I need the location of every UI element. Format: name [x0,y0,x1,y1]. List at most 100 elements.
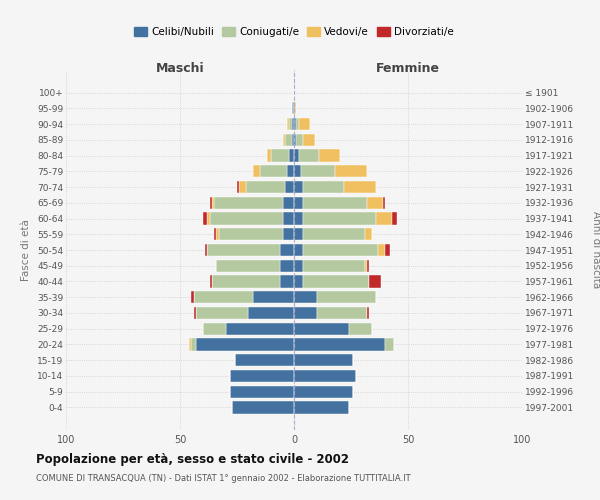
Bar [205,244,208,256]
Bar [232,402,294,413]
Text: COMUNE DI TRANSACQUA (TN) - Dati ISTAT 1° gennaio 2002 - Elaborazione TUTTITALIA: COMUNE DI TRANSACQUA (TN) - Dati ISTAT 1… [36,474,410,483]
Bar [209,212,283,224]
Bar [217,228,219,240]
Bar [294,181,303,193]
Bar [283,134,285,146]
Bar [294,196,303,209]
Bar [214,228,217,240]
Bar [294,228,303,240]
Bar [280,260,294,272]
Bar [230,386,294,398]
Bar [246,181,285,193]
Bar [271,150,289,162]
Bar [303,276,369,287]
Bar [294,370,356,382]
Bar [303,260,365,272]
Bar [367,196,383,209]
Bar [208,212,209,224]
Bar [287,118,289,130]
Bar [303,134,314,146]
Bar [266,150,271,162]
Bar [335,165,367,177]
Bar [296,118,299,130]
Bar [237,181,239,193]
Bar [385,338,394,350]
Bar [292,118,294,130]
Bar [379,244,385,256]
Bar [385,244,390,256]
Bar [260,165,287,177]
Bar [235,354,294,366]
Bar [283,212,294,224]
Bar [303,244,379,256]
Bar [392,212,397,224]
Bar [294,386,353,398]
Text: Maschi: Maschi [155,62,205,75]
Bar [289,150,294,162]
Bar [196,338,294,350]
Bar [294,102,296,115]
Bar [294,118,296,130]
Bar [383,196,385,209]
Y-axis label: Anni di nascita: Anni di nascita [590,212,600,288]
Bar [319,150,340,162]
Bar [212,196,214,209]
Bar [303,228,365,240]
Bar [294,260,303,272]
Bar [303,196,367,209]
Legend: Celibi/Nubili, Coniugati/e, Vedovi/e, Divorziati/e: Celibi/Nubili, Coniugati/e, Vedovi/e, Di… [130,23,458,42]
Bar [214,196,283,209]
Text: Popolazione per età, sesso e stato civile - 2002: Popolazione per età, sesso e stato civil… [36,452,349,466]
Bar [365,260,367,272]
Bar [292,134,294,146]
Bar [209,276,212,287]
Bar [280,276,294,287]
Bar [294,307,317,319]
Bar [217,260,280,272]
Bar [303,181,344,193]
Bar [287,165,294,177]
Bar [294,150,299,162]
Bar [209,196,212,209]
Bar [317,307,367,319]
Bar [253,165,260,177]
Bar [283,196,294,209]
Bar [194,291,253,304]
Bar [294,291,317,304]
Bar [294,212,303,224]
Bar [365,228,371,240]
Bar [203,212,208,224]
Bar [196,307,248,319]
Bar [294,402,349,413]
Bar [294,354,353,366]
Bar [203,322,226,335]
Bar [349,322,371,335]
Bar [296,134,303,146]
Bar [280,244,294,256]
Bar [367,260,369,272]
Bar [369,276,380,287]
Bar [303,212,376,224]
Bar [292,102,294,115]
Bar [294,244,303,256]
Bar [299,118,310,130]
Bar [299,150,319,162]
Bar [253,291,294,304]
Bar [285,134,292,146]
Bar [285,181,294,193]
Bar [191,291,194,304]
Bar [294,276,303,287]
Bar [317,291,376,304]
Bar [219,228,283,240]
Bar [230,370,294,382]
Bar [239,181,246,193]
Bar [294,338,385,350]
Bar [212,276,280,287]
Bar [289,118,292,130]
Bar [344,181,376,193]
Bar [294,165,301,177]
Y-axis label: Fasce di età: Fasce di età [22,219,31,281]
Bar [294,322,349,335]
Bar [226,322,294,335]
Bar [191,338,196,350]
